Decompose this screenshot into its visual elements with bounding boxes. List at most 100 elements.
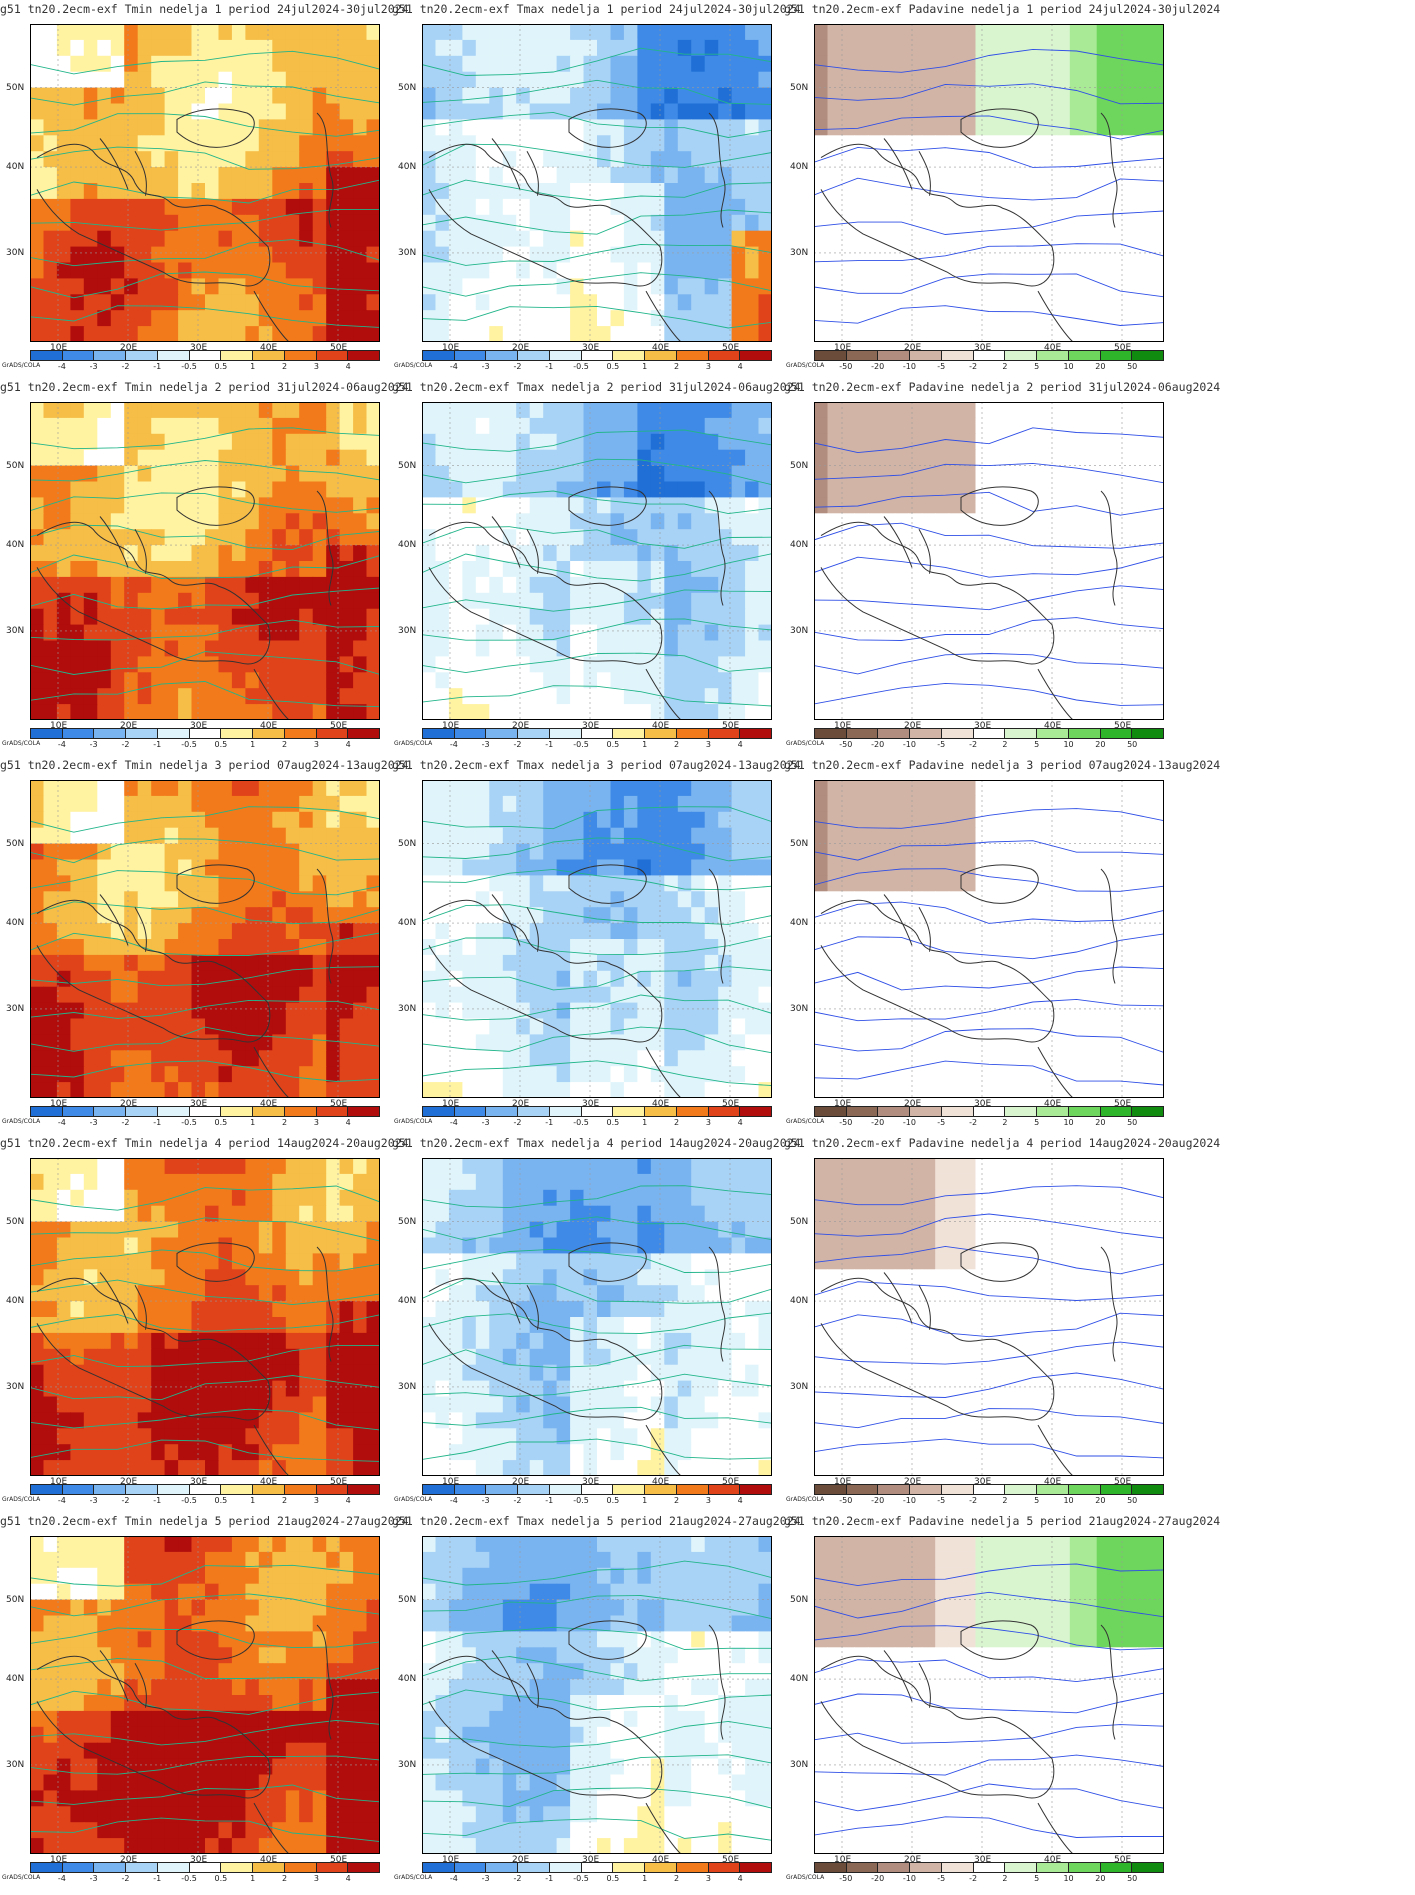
map-frame — [422, 402, 772, 720]
field-cell — [231, 481, 246, 498]
field-cell — [543, 843, 558, 861]
field-cell — [83, 561, 98, 578]
field-cell — [245, 923, 260, 940]
field-cell — [422, 417, 437, 435]
field-cell — [56, 167, 71, 184]
field-cell — [110, 449, 125, 467]
field-cell — [70, 262, 85, 279]
field-cell — [339, 891, 354, 908]
field-cell — [989, 954, 1004, 972]
field-cell — [1110, 827, 1125, 845]
field-cell — [30, 859, 45, 876]
contour-line — [422, 272, 772, 297]
colorbar-swatch — [316, 350, 349, 361]
field-cell — [867, 24, 882, 41]
field-cell — [854, 624, 869, 642]
field-cell — [1123, 417, 1138, 435]
colorbar-labels: -4 -3 -2 -1 -0.5 0.5 1 2 3 4 — [30, 1118, 380, 1128]
field-cell — [948, 87, 963, 105]
field-cell — [1042, 811, 1057, 829]
field-cell — [1069, 795, 1084, 813]
field-cell — [30, 923, 45, 940]
field-cell — [1137, 294, 1152, 311]
field-cell — [43, 640, 58, 657]
field-cell — [854, 859, 869, 876]
field-cell — [137, 246, 152, 264]
field-cell — [597, 576, 612, 594]
field-cell — [745, 859, 760, 876]
field-cell — [312, 843, 327, 861]
field-cell — [475, 907, 490, 924]
colorbar-swatch — [454, 728, 487, 739]
field-cell — [299, 1082, 314, 1098]
field-cell — [610, 449, 625, 467]
field-cell — [718, 294, 733, 311]
field-cell — [448, 688, 463, 705]
field-cell — [840, 672, 855, 689]
field-cell — [285, 1002, 300, 1020]
field-cell — [56, 294, 71, 311]
field-cell — [110, 795, 125, 813]
field-cell — [814, 294, 829, 311]
field-cell — [650, 1034, 665, 1051]
field-cell — [312, 39, 327, 57]
longitude-label: 50E — [1114, 721, 1132, 731]
field-cell — [435, 688, 450, 705]
field-cell — [475, 843, 490, 861]
field-cell — [178, 624, 193, 642]
field-cell — [339, 310, 354, 327]
field-cell — [975, 262, 990, 279]
field-cell — [989, 433, 1004, 451]
field-cell — [178, 55, 193, 73]
field-cell — [516, 135, 531, 152]
field-cell — [124, 262, 139, 279]
field-cell — [516, 278, 531, 295]
field-cell — [435, 529, 450, 546]
field-cell — [245, 55, 260, 73]
field-cell — [137, 875, 152, 892]
field-cell — [299, 704, 314, 720]
field-cell — [854, 326, 869, 342]
field-cell — [989, 672, 1004, 689]
field-cell — [637, 103, 652, 120]
field-cell — [285, 1034, 300, 1051]
field-cell — [83, 481, 98, 498]
field-cell — [1015, 656, 1030, 673]
colorbar-swatch — [62, 350, 95, 361]
field-cell — [462, 183, 477, 200]
field-cell — [1015, 795, 1030, 813]
colorbar-label: 1 — [642, 362, 648, 371]
field-cell — [231, 529, 246, 546]
field-cell — [935, 795, 950, 813]
field-cell — [339, 923, 354, 940]
field-cell — [731, 417, 746, 435]
field-cell — [448, 1034, 463, 1051]
field-cell — [962, 608, 977, 626]
field-cell — [1123, 939, 1138, 956]
field-cell — [543, 167, 558, 184]
field-cell — [731, 986, 746, 1004]
field-cell — [151, 704, 166, 720]
field-cell — [1123, 481, 1138, 498]
field-cell — [205, 795, 220, 813]
field-cell — [110, 183, 125, 200]
field-cell — [272, 859, 287, 876]
map-area — [30, 402, 380, 720]
field-cell — [30, 55, 45, 73]
field-cell — [339, 39, 354, 57]
field-cell — [448, 119, 463, 136]
field-cell — [1056, 891, 1071, 908]
field-cell — [245, 529, 260, 546]
field-cell — [827, 417, 842, 435]
field-cell — [97, 246, 112, 264]
field-cell — [353, 640, 368, 657]
field-cell — [312, 103, 327, 120]
field-cell — [164, 704, 179, 720]
field-cell — [664, 624, 679, 642]
field-cell — [353, 939, 368, 956]
field-cell — [935, 151, 950, 168]
field-cell — [908, 592, 923, 610]
contour-line — [30, 651, 380, 675]
field-cell — [556, 71, 571, 89]
contour-line — [422, 47, 772, 76]
